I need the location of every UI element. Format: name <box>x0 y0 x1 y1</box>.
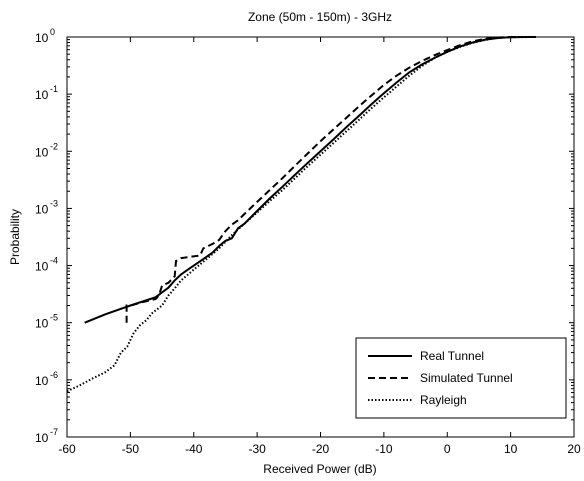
y-tick-label-base: 10 <box>35 145 49 159</box>
x-tick-label: 20 <box>567 442 581 456</box>
y-axis-label: Probability <box>8 209 22 265</box>
legend-entry-label: Rayleigh <box>420 393 467 407</box>
series-line-simulated-tunnel <box>125 36 530 323</box>
x-tick-label: -50 <box>122 442 140 456</box>
y-tick-label-exp: 0 <box>50 27 55 37</box>
chart-title: Zone (50m - 150m) - 3GHz <box>248 10 392 24</box>
y-tick-label-base: 10 <box>35 317 49 331</box>
legend: Real Tunnel Simulated Tunnel Rayleigh <box>355 337 567 419</box>
y-tick-label-exp: -6 <box>50 370 58 380</box>
x-tick-label: 0 <box>444 442 451 456</box>
legend-entry-label: Simulated Tunnel <box>420 371 513 385</box>
x-tick-label: -40 <box>185 442 203 456</box>
y-tick-label-base: 10 <box>35 88 49 102</box>
y-tick-label-base: 10 <box>35 431 49 445</box>
y-tick-label-exp: -4 <box>50 256 58 266</box>
x-axis-ticks: -60 -50 -40 -30 -20 -10 0 10 20 <box>58 37 581 456</box>
series-line-rayleigh <box>66 36 537 393</box>
x-axis-label: Received Power (dB) <box>263 462 376 476</box>
y-tick-label-exp: -3 <box>50 198 58 208</box>
x-tick-label: -30 <box>248 442 266 456</box>
y-tick-label-exp: -7 <box>50 427 58 437</box>
x-tick-label: -60 <box>58 442 76 456</box>
y-tick-label-exp: -1 <box>50 84 58 94</box>
y-tick-label-base: 10 <box>35 374 49 388</box>
x-tick-label: -10 <box>375 442 393 456</box>
y-tick-label-base: 10 <box>35 202 49 216</box>
series-lines <box>66 36 537 393</box>
y-tick-label-exp: -2 <box>50 141 58 151</box>
y-tick-label-base: 10 <box>35 31 49 45</box>
legend-entry-label: Real Tunnel <box>420 349 484 363</box>
y-tick-label-exp: -5 <box>50 313 58 323</box>
x-tick-label: -20 <box>312 442 330 456</box>
x-tick-label: 10 <box>504 442 518 456</box>
y-tick-label-base: 10 <box>35 260 49 274</box>
